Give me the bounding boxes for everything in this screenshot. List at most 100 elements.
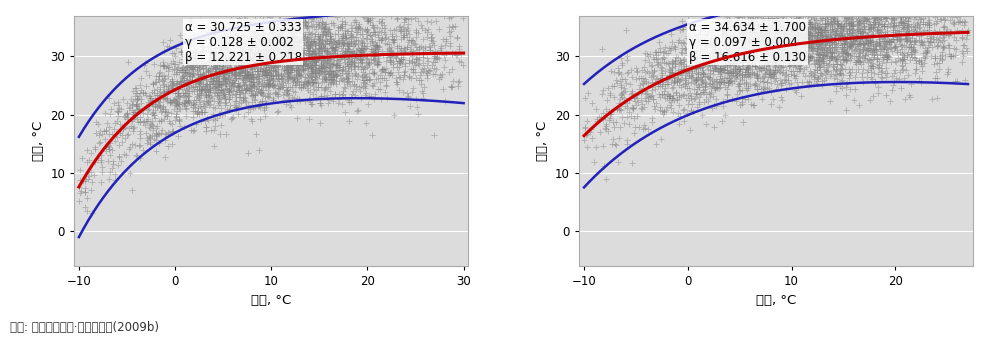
Point xyxy=(687,32,702,38)
Point xyxy=(723,70,739,76)
Point xyxy=(829,88,845,94)
Point xyxy=(837,48,853,53)
Point xyxy=(193,109,208,114)
Point xyxy=(836,37,852,42)
Point xyxy=(668,89,684,95)
Point xyxy=(851,57,866,63)
Point xyxy=(857,55,872,61)
Point xyxy=(303,102,319,107)
Point xyxy=(660,76,676,81)
Point xyxy=(722,70,738,76)
Point xyxy=(892,35,908,40)
Point xyxy=(845,27,861,33)
Point xyxy=(250,69,266,74)
Point xyxy=(322,41,338,47)
Point xyxy=(654,72,670,78)
Point xyxy=(329,63,345,68)
Point xyxy=(223,81,239,87)
Point xyxy=(292,45,308,50)
Point xyxy=(782,57,797,62)
Point xyxy=(664,58,680,64)
Point xyxy=(350,41,366,47)
Point xyxy=(791,8,807,14)
Point xyxy=(314,31,330,37)
Point xyxy=(278,64,293,70)
Point xyxy=(231,45,247,50)
Point xyxy=(696,37,711,42)
Point xyxy=(226,80,242,86)
Point xyxy=(731,31,747,37)
Point xyxy=(242,85,258,91)
Point xyxy=(804,47,820,53)
Point xyxy=(878,74,894,80)
Point xyxy=(843,73,859,78)
Point xyxy=(424,19,440,24)
Point xyxy=(857,41,872,47)
Point xyxy=(247,61,263,66)
Point xyxy=(270,64,286,69)
Point xyxy=(277,34,292,40)
Point xyxy=(235,76,251,81)
Point xyxy=(908,31,924,36)
Point xyxy=(872,51,888,56)
Point xyxy=(271,108,287,113)
Point xyxy=(283,44,298,50)
Point xyxy=(807,11,823,17)
Point xyxy=(413,23,429,28)
Point xyxy=(155,104,171,110)
Point xyxy=(743,42,759,48)
Point xyxy=(294,66,310,72)
Point xyxy=(166,106,182,112)
Point xyxy=(792,59,808,64)
Point xyxy=(767,57,782,63)
Point xyxy=(453,59,468,65)
Point xyxy=(932,0,947,4)
Point xyxy=(775,17,790,23)
Point xyxy=(828,1,844,7)
Point xyxy=(830,35,846,41)
Point xyxy=(913,38,929,44)
Point xyxy=(232,72,248,78)
Point xyxy=(370,86,386,92)
Point xyxy=(211,89,227,95)
Point xyxy=(226,57,242,63)
Point xyxy=(319,39,335,44)
Point xyxy=(827,44,843,49)
Point xyxy=(219,106,235,112)
Point xyxy=(746,57,762,63)
Point xyxy=(869,15,885,21)
Point xyxy=(936,13,951,19)
Point xyxy=(896,42,912,48)
Point xyxy=(216,80,232,86)
Point xyxy=(693,64,708,70)
Point xyxy=(718,32,734,38)
Point xyxy=(282,57,297,63)
Point xyxy=(825,63,841,69)
Point xyxy=(604,141,619,147)
Point xyxy=(702,76,718,81)
Point xyxy=(860,48,875,53)
Point xyxy=(324,46,340,51)
Point xyxy=(156,86,172,92)
Point xyxy=(812,33,828,38)
Point xyxy=(177,79,193,85)
Point xyxy=(291,96,307,102)
Point xyxy=(792,12,808,17)
Point xyxy=(258,39,274,45)
Point xyxy=(295,11,311,17)
Point xyxy=(786,40,802,46)
Point xyxy=(753,37,769,43)
Point xyxy=(355,55,370,60)
Point xyxy=(324,45,340,51)
Point xyxy=(775,17,790,22)
Point xyxy=(317,65,333,70)
Point xyxy=(857,35,872,41)
Point xyxy=(321,70,337,76)
Point xyxy=(767,40,782,46)
Point xyxy=(336,44,352,49)
Point xyxy=(826,35,842,40)
Point xyxy=(320,26,336,31)
Point xyxy=(411,58,427,63)
Point xyxy=(799,28,815,34)
Point xyxy=(817,27,833,33)
